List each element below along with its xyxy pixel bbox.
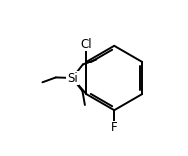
Text: Si: Si [67, 71, 78, 85]
Text: F: F [111, 121, 118, 134]
Text: Cl: Cl [80, 38, 92, 51]
